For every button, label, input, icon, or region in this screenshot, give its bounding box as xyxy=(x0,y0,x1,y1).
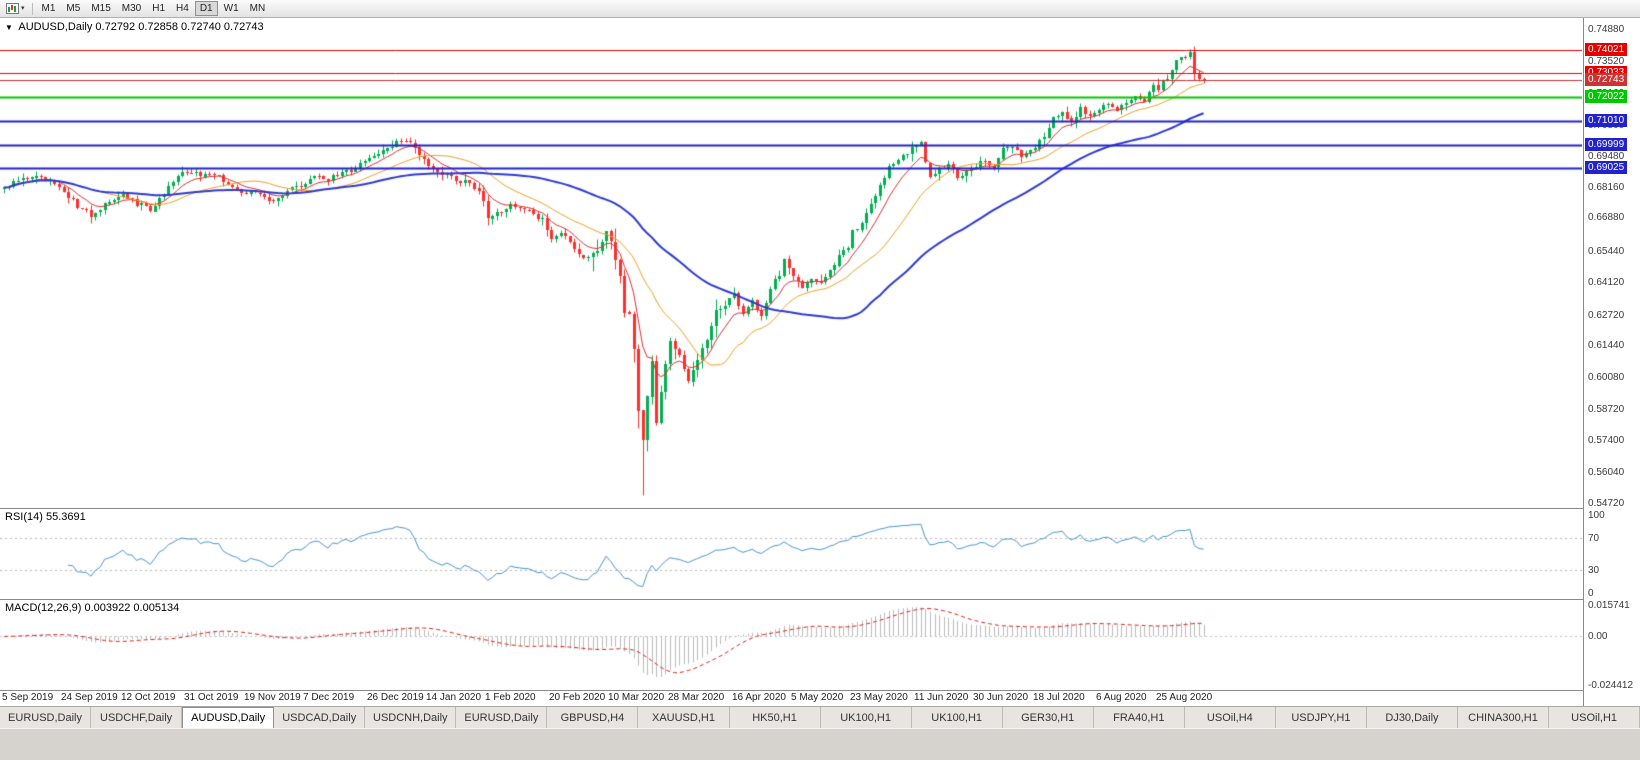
date-label: 19 Nov 2019 xyxy=(244,692,301,703)
axis-tick-label: 0.64120 xyxy=(1588,277,1625,288)
price-axis[interactable]: 0.748800.735200.721600.708000.694800.681… xyxy=(1583,18,1640,706)
axis-tick-label: 0.73520 xyxy=(1588,56,1625,67)
date-label: 10 Mar 2020 xyxy=(608,692,665,703)
date-label: 20 Feb 2020 xyxy=(549,692,606,703)
date-label: 1 Feb 2020 xyxy=(485,692,536,703)
date-label: 12 Oct 2019 xyxy=(121,692,176,703)
timeframe-button-d1[interactable]: D1 xyxy=(194,1,218,16)
timeframe-button-m15[interactable]: M15 xyxy=(86,1,115,16)
chart-tab-uk100-h1[interactable]: UK100,H1 xyxy=(821,707,912,728)
candlestick-chart-icon xyxy=(6,3,19,14)
chart-tab-gbpusd-h4[interactable]: GBPUSD,H4 xyxy=(547,707,639,728)
axis-tick-label: 0.68160 xyxy=(1588,182,1625,193)
chart-tab-china300-h1[interactable]: CHINA300,H1 xyxy=(1458,707,1550,728)
axis-tick-label: 100 xyxy=(1588,510,1605,521)
panel-separator[interactable] xyxy=(0,599,1640,600)
chart-tab-usdjpy-h1[interactable]: USDJPY,H1 xyxy=(1276,707,1367,728)
date-label: 16 Apr 2020 xyxy=(732,692,786,703)
chart-tab-usdcad-daily[interactable]: USDCAD,Daily xyxy=(274,707,366,728)
date-label: 23 May 2020 xyxy=(850,692,908,703)
chart-tab-uk100-h1[interactable]: UK100,H1 xyxy=(912,707,1003,728)
chart-window: ▼ AUDUSD,Daily 0.72792 0.72858 0.72740 0… xyxy=(0,18,1640,706)
chart-tab-eurusd-daily[interactable]: EURUSD,Daily xyxy=(456,707,548,728)
price-level-tag: 0.72022 xyxy=(1585,90,1628,103)
toolbar-divider xyxy=(31,2,33,15)
price-level-tag: 0.72743 xyxy=(1585,73,1628,86)
date-label: 5 May 2020 xyxy=(791,692,844,703)
macd-indicator-canvas[interactable] xyxy=(0,600,1582,690)
axis-tick-label: 30 xyxy=(1588,565,1600,576)
chart-tab-hk50-h1[interactable]: HK50,H1 xyxy=(730,707,821,728)
timeframe-button-m30[interactable]: M30 xyxy=(117,1,146,16)
axis-tick-label: 70 xyxy=(1588,533,1600,544)
axis-tick-label: 0.56040 xyxy=(1588,467,1625,478)
chart-tab-xauusd-h1[interactable]: XAUUSD,H1 xyxy=(638,707,730,728)
axis-tick-label: 0.57400 xyxy=(1588,435,1625,446)
axis-tick-label: 0.54720 xyxy=(1588,498,1625,509)
timeframe-buttons: M1 M5 M15 M30 H1 H4 D1 W1 MN xyxy=(37,1,271,16)
chart-tab-usdcnh-daily[interactable]: USDCNH,Daily xyxy=(365,707,457,728)
date-label: 18 Jul 2020 xyxy=(1033,692,1085,703)
chart-tab-eurusd-daily[interactable]: EURUSD,Daily xyxy=(0,707,92,728)
axis-tick-label: 0.61440 xyxy=(1588,340,1625,351)
timeframe-button-h4[interactable]: H4 xyxy=(171,1,194,16)
axis-tick-label: 0.58720 xyxy=(1588,404,1625,415)
chart-tabs-bar: EURUSD,Daily USDCHF,Daily AUDUSD,Daily USDC… xyxy=(0,706,1640,728)
chart-corner-icon[interactable]: ▼ xyxy=(5,23,13,32)
date-label: 5 Sep 2019 xyxy=(2,692,54,703)
date-label: 6 Aug 2020 xyxy=(1096,692,1147,703)
main-chart-canvas[interactable] xyxy=(0,18,1582,508)
date-label: 24 Sep 2019 xyxy=(61,692,118,703)
axis-tick-label: 0.60080 xyxy=(1588,372,1625,383)
chart-window-menu[interactable]: ▾ xyxy=(3,3,28,14)
date-label: 31 Oct 2019 xyxy=(184,692,239,703)
timeframe-button-m5[interactable]: M5 xyxy=(61,1,85,16)
chart-tab-audusd-daily[interactable]: AUDUSD,Daily xyxy=(182,707,275,728)
axis-tick-label: 0.69480 xyxy=(1588,151,1625,162)
date-label: 14 Jan 2020 xyxy=(426,692,482,703)
timeframe-button-mn[interactable]: MN xyxy=(245,1,271,16)
axis-tick-label: 0.66880 xyxy=(1588,212,1625,223)
axis-tick-label: 0 xyxy=(1588,588,1594,599)
dropdown-caret-icon: ▾ xyxy=(21,5,25,12)
axis-tick-label: 0.015741 xyxy=(1588,600,1630,611)
chart-tab-usoil-h4[interactable]: USOil,H4 xyxy=(1185,707,1276,728)
time-axis[interactable]: 5 Sep 2019 24 Sep 2019 12 Oct 2019 31 Oct 2… xyxy=(0,690,1583,706)
timeframe-button-m1[interactable]: M1 xyxy=(37,1,61,16)
chart-tab-ger30-h1[interactable]: GER30,H1 xyxy=(1003,707,1094,728)
date-label: 30 Jun 2020 xyxy=(973,692,1029,703)
chart-tab-usdchf-daily[interactable]: USDCHF,Daily xyxy=(91,707,183,728)
axis-tick-label: -0.024412 xyxy=(1588,680,1634,691)
chart-tab-dj30-daily[interactable]: DJ30,Daily xyxy=(1367,707,1458,728)
date-label: 25 Aug 2020 xyxy=(1156,692,1213,703)
timeframe-button-h1[interactable]: H1 xyxy=(147,1,170,16)
price-level-tag: 0.71010 xyxy=(1585,114,1628,127)
date-label: 26 Dec 2019 xyxy=(367,692,424,703)
date-label: 7 Dec 2019 xyxy=(303,692,355,703)
date-label: 11 Jun 2020 xyxy=(914,692,969,703)
panel-separator[interactable] xyxy=(0,508,1640,509)
axis-tick-label: 0.74880 xyxy=(1588,24,1625,35)
price-level-tag: 0.74021 xyxy=(1585,43,1628,56)
axis-tick-label: 0.00 xyxy=(1588,631,1608,642)
axis-tick-label: 0.62720 xyxy=(1588,310,1625,321)
status-bar xyxy=(0,728,1640,760)
toolbar: ▾ M1 M5 M15 M30 H1 H4 D1 W1 MN xyxy=(0,0,1640,18)
macd-label: MACD(12,26,9) 0.003922 0.005134 xyxy=(5,602,180,614)
rsi-indicator-canvas[interactable] xyxy=(0,509,1582,599)
price-level-tag: 0.69025 xyxy=(1585,161,1628,174)
chart-symbol-label: AUDUSD,Daily xyxy=(18,21,93,33)
chart-tab-usoil-h1[interactable]: USOil,H1 xyxy=(1549,707,1640,728)
price-level-tag: 0.69999 xyxy=(1585,138,1628,151)
rsi-label: RSI(14) 55.3691 xyxy=(5,511,86,523)
chart-tab-fra40-h1[interactable]: FRA40,H1 xyxy=(1094,707,1185,728)
chart-info-line: ▼ AUDUSD,Daily 0.72792 0.72858 0.72740 0… xyxy=(5,21,264,33)
axis-tick-label: 0.65440 xyxy=(1588,246,1625,257)
date-label: 28 Mar 2020 xyxy=(668,692,725,703)
chart-ohlc-values: 0.72792 0.72858 0.72740 0.72743 xyxy=(95,21,264,33)
timeframe-button-w1[interactable]: W1 xyxy=(219,1,244,16)
